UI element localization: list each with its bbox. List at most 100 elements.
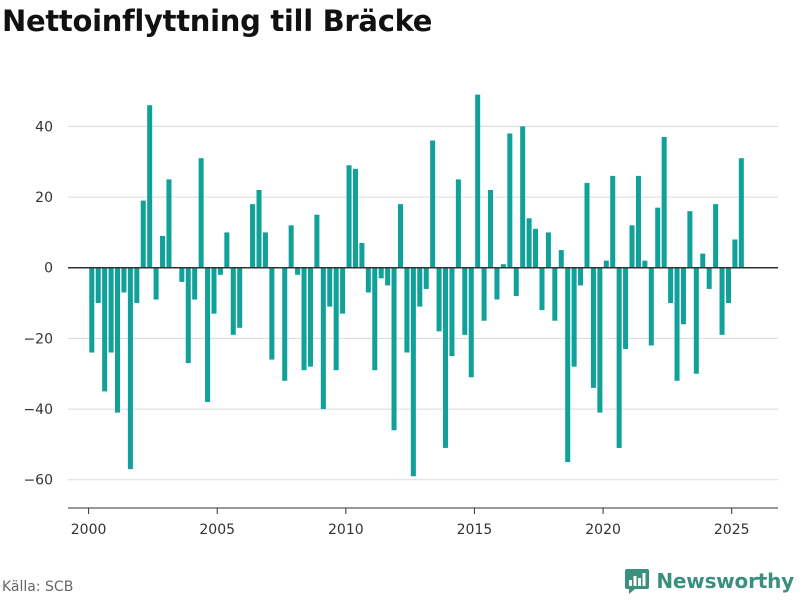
bar [314, 214, 320, 268]
bar [687, 211, 693, 268]
bar [661, 137, 667, 268]
bars [89, 94, 744, 477]
bar [423, 267, 429, 289]
x-tick-label: 2000 [71, 522, 107, 538]
bar [166, 179, 172, 268]
bar [462, 267, 468, 335]
bar [648, 267, 654, 346]
chart-title: Nettoinflyttning till Bräcke [2, 4, 433, 38]
bar [571, 267, 577, 367]
bar [102, 267, 108, 392]
bar [127, 267, 133, 470]
bar [725, 267, 731, 304]
bar [372, 267, 378, 371]
gridlines [68, 125, 778, 481]
bar [642, 260, 648, 268]
bar [282, 267, 288, 381]
bar [719, 267, 725, 335]
bar [108, 267, 114, 353]
bar [256, 190, 262, 268]
bar [603, 260, 609, 268]
bar [160, 235, 166, 268]
bar [134, 267, 140, 304]
bar [417, 267, 423, 307]
y-tick-label: 40 [35, 119, 53, 135]
source-note: Källa: SCB [2, 579, 74, 595]
bar [250, 204, 256, 268]
bar [307, 267, 313, 367]
bar [623, 267, 629, 349]
bar [578, 267, 584, 286]
bar [706, 267, 712, 289]
bar [340, 267, 346, 314]
bar [391, 267, 397, 431]
bar [288, 225, 294, 268]
bar [192, 267, 198, 300]
bar [269, 267, 275, 360]
bar [539, 267, 545, 311]
bar [475, 94, 481, 268]
bar [205, 267, 211, 402]
bar [385, 267, 391, 286]
bar [738, 158, 744, 268]
bar [610, 175, 616, 268]
bar [700, 253, 706, 268]
bar [115, 267, 121, 413]
bar [545, 232, 551, 268]
bar [397, 204, 403, 268]
bar [520, 126, 526, 268]
bar [436, 267, 442, 332]
bar [320, 267, 326, 410]
bar [668, 267, 674, 304]
bar [732, 239, 738, 268]
bar [713, 204, 719, 268]
bar [237, 267, 243, 328]
x-tick-label: 2005 [199, 522, 235, 538]
bar [449, 267, 455, 357]
bar [365, 267, 371, 293]
bar [693, 267, 699, 374]
bar [481, 267, 487, 321]
bar [597, 267, 603, 413]
bar [198, 158, 204, 268]
y-tick-label: −20 [23, 331, 53, 347]
bar [488, 190, 494, 268]
brand-name: Newsworthy [656, 569, 794, 593]
bar [333, 267, 339, 371]
bar [147, 105, 153, 268]
bar [430, 140, 436, 268]
bar [352, 168, 358, 268]
bar [121, 267, 127, 293]
bar [674, 267, 680, 381]
y-tick-label: 0 [44, 261, 53, 277]
y-tick-label: −40 [23, 402, 53, 418]
bar [629, 225, 635, 268]
bar [443, 267, 449, 448]
bar [468, 267, 474, 378]
bar [95, 267, 101, 304]
bar [635, 175, 641, 268]
bar [565, 267, 571, 463]
bar [655, 207, 661, 268]
bar [404, 267, 410, 353]
bar [179, 267, 185, 282]
bar [262, 232, 268, 268]
bar [327, 267, 333, 307]
bar [513, 267, 519, 296]
bar [533, 228, 539, 268]
bar [140, 200, 146, 268]
bar [211, 267, 217, 314]
y-tick-labels: −60 −40 −20 0 20 40 [23, 119, 53, 488]
bar [410, 267, 416, 477]
bar [378, 267, 384, 279]
x-tick-label: 2025 [714, 522, 750, 538]
x-tick-label: 2015 [457, 522, 493, 538]
axes [68, 266, 778, 514]
bar [230, 267, 236, 335]
y-tick-label: −60 [23, 473, 53, 489]
x-tick-labels: 2000 2005 2010 2015 2020 2025 [71, 522, 750, 538]
newsworthy-logo-icon [625, 569, 650, 594]
bar [507, 133, 513, 268]
bar [295, 267, 301, 275]
